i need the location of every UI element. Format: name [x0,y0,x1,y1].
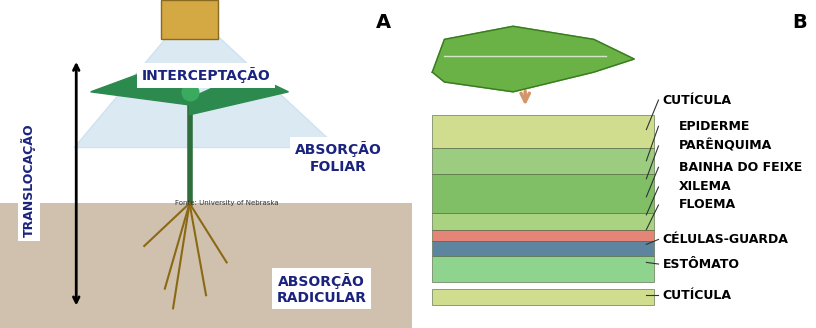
Text: Fonte: University of Nebraska: Fonte: University of Nebraska [175,200,278,206]
FancyBboxPatch shape [432,213,654,230]
Text: BAINHA DO FEIXE: BAINHA DO FEIXE [679,161,802,174]
Text: ABSORÇÃO
FOLIAR: ABSORÇÃO FOLIAR [295,141,381,174]
Text: FLOEMA: FLOEMA [679,198,736,212]
FancyBboxPatch shape [432,256,654,282]
FancyBboxPatch shape [432,289,654,305]
Polygon shape [189,72,288,115]
FancyBboxPatch shape [432,115,654,148]
FancyBboxPatch shape [0,203,412,328]
Text: CUTÍCULA: CUTÍCULA [663,93,731,107]
Text: A: A [375,13,391,32]
Text: B: B [792,13,807,32]
FancyBboxPatch shape [432,241,654,256]
Polygon shape [74,10,338,148]
Text: EPIDERME: EPIDERME [679,120,750,133]
Text: ESTÔMATO: ESTÔMATO [663,257,739,271]
FancyBboxPatch shape [432,148,654,174]
Text: PARÊNQUIMA: PARÊNQUIMA [679,139,772,153]
Text: XILEMA: XILEMA [679,180,731,194]
Polygon shape [432,26,634,92]
FancyBboxPatch shape [161,0,219,39]
Text: CÉLULAS-GUARDA: CÉLULAS-GUARDA [663,233,788,246]
Text: TRANSLOCAÇÃO: TRANSLOCAÇÃO [21,124,37,237]
Text: CUTÍCULA: CUTÍCULA [663,289,731,302]
Polygon shape [91,72,189,105]
FancyBboxPatch shape [432,174,654,213]
FancyBboxPatch shape [432,230,654,241]
Text: INTERCEPTAÇÃO: INTERCEPTAÇÃO [142,68,270,83]
Text: ABSORÇÃO
RADICULAR: ABSORÇÃO RADICULAR [277,273,366,305]
